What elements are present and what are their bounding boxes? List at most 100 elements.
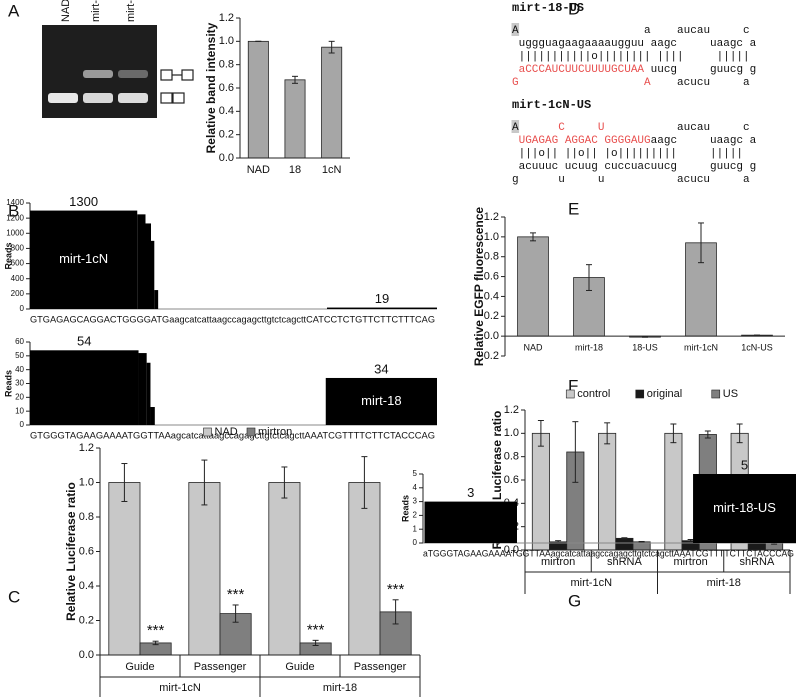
error-bar — [328, 40, 335, 54]
bar — [108, 482, 141, 656]
y-tick-label: 600 — [11, 259, 25, 268]
sequence-segment — [512, 135, 519, 147]
sequence-segment: A — [512, 25, 519, 37]
y-axis-label: Relative band intensity — [204, 22, 218, 153]
y-tick-label: 0.8 — [504, 451, 519, 463]
y-tick-label: 1000 — [6, 228, 24, 237]
tail-bar — [154, 290, 159, 309]
y-axis-label: Reads — [400, 495, 410, 522]
lane-label: mirt-1cN — [125, 0, 137, 22]
y-tick-label: 0.6 — [79, 545, 94, 557]
y-tick-label: 400 — [11, 274, 25, 283]
group-label: mirt-18 — [323, 682, 357, 694]
sequence-segment: acuuuc ucuug cuccuacuucg guucg g — [512, 161, 756, 173]
lane-label: NAD — [60, 0, 72, 22]
error-bar — [704, 430, 711, 439]
sequence-segment: aucau c — [604, 122, 749, 134]
x-tick-label: NAD — [247, 164, 270, 176]
read-block — [30, 350, 139, 425]
sequence-line: acuuuc ucuug cuccuacuucg guucg g — [512, 161, 756, 173]
annotation: *** — [147, 622, 165, 639]
error-bar — [121, 463, 128, 502]
highlight — [511, 120, 520, 133]
legend-label: control — [577, 388, 610, 400]
error-bar — [152, 640, 159, 646]
bar — [284, 79, 306, 159]
y-tick-label: 0 — [413, 538, 418, 547]
error-bar — [530, 232, 536, 242]
panel-label: F — [568, 376, 578, 395]
bar — [517, 236, 549, 337]
gel-band — [118, 70, 148, 78]
error-bar — [392, 599, 399, 625]
tail-bar — [138, 353, 147, 425]
lane-label: mirt-18 — [90, 0, 102, 22]
bar — [321, 46, 343, 159]
y-tick-label: 1.2 — [484, 211, 499, 223]
read-count: 1300 — [69, 194, 98, 209]
y-tick-label: 0.0 — [504, 544, 519, 556]
read-block — [325, 377, 437, 425]
y-tick-label: 5 — [413, 469, 418, 478]
panel-label: E — [568, 199, 579, 218]
panel-label: B — [8, 201, 19, 220]
y-tick-label: 60 — [15, 337, 24, 346]
gel-band — [83, 93, 113, 103]
group-label: mirt-18 — [707, 577, 741, 589]
panel-label: A — [8, 1, 20, 20]
read-name: mirt-1cN — [59, 251, 108, 266]
error-bar — [638, 540, 645, 543]
panel-label: G — [568, 591, 581, 610]
legend-swatch — [635, 389, 645, 399]
sequence-title: mirt-1cN-US — [512, 98, 591, 112]
sequence-line: A a aucau c — [512, 25, 750, 37]
sequence-line: aCCCAUCUUCUUUUGCUAA uucg guucg g — [512, 64, 756, 76]
y-tick-label: 0.2 — [79, 614, 94, 626]
error-bar — [736, 423, 743, 444]
x-tick-label: Guide — [125, 661, 154, 673]
bar — [531, 432, 550, 551]
annotation: *** — [227, 586, 245, 603]
y-tick-label: 4 — [413, 483, 418, 492]
y-tick-label: 0 — [20, 304, 25, 313]
annotation: *** — [307, 621, 325, 638]
y-tick-label: 0.4 — [484, 290, 499, 302]
y-tick-label: 0.6 — [219, 82, 234, 94]
y-tick-label: 1 — [413, 524, 418, 533]
y-tick-label: 0.0 — [219, 152, 234, 164]
y-tick-label: 1400 — [6, 198, 24, 207]
panel-label: D — [568, 0, 580, 18]
bar — [348, 482, 381, 656]
y-tick-label: 0.6 — [504, 474, 519, 486]
y-tick-label: 2 — [413, 511, 418, 520]
sequence-segment: aagc uaagc a — [651, 135, 757, 147]
x-tick-label: Guide — [285, 661, 314, 673]
x-tick-label: shRNA — [607, 556, 643, 568]
sequence-segment: a aucau c — [519, 25, 750, 37]
x-tick-label: 1cN — [322, 164, 342, 176]
read-block — [424, 501, 517, 543]
sequence-line: g u u acucu a — [512, 174, 750, 186]
y-tick-label: 0.8 — [219, 59, 234, 71]
y-tick-label: 1200 — [6, 213, 24, 222]
y-tick-label: 1.2 — [219, 12, 234, 24]
gel-band — [118, 93, 148, 103]
y-tick-label: 20 — [15, 392, 24, 401]
y-tick-label: -0.2 — [480, 350, 499, 362]
x-tick-label: 18-US — [632, 343, 658, 353]
y-tick-label: 0.2 — [484, 310, 499, 322]
y-tick-label: 0.8 — [484, 251, 499, 263]
error-bar — [201, 459, 208, 506]
sequence-segment: UGAGAG AGGAC GGGGAUG — [519, 135, 651, 147]
legend-label: mirtron — [258, 426, 292, 438]
x-tick-label: mirt-18 — [575, 343, 603, 353]
x-tick-label: mirt-1cN — [684, 343, 718, 353]
sequence-segment: g u u acucu a — [512, 174, 750, 186]
error-bar — [292, 75, 298, 84]
sequence-segment: A — [512, 122, 519, 134]
tail-bar — [145, 223, 151, 309]
legend-label: original — [647, 388, 682, 400]
error-bar — [687, 539, 694, 543]
y-tick-label: 0.2 — [219, 129, 234, 141]
